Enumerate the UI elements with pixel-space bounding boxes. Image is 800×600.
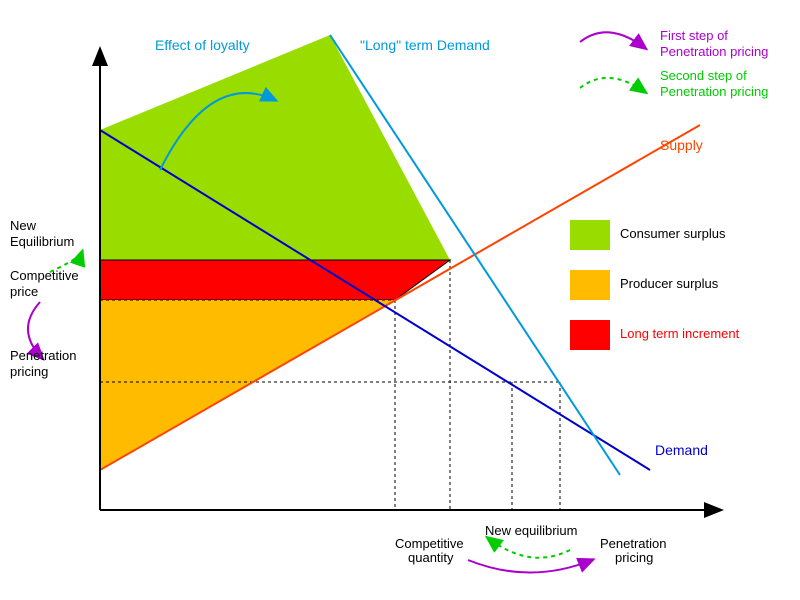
legend_ps-label: Producer surplus bbox=[620, 276, 719, 291]
pen_price_x_1-label: Penetration bbox=[600, 536, 667, 551]
supply-label: Supply bbox=[660, 137, 703, 153]
legend_lt-label: Long term increment bbox=[620, 326, 740, 341]
second_step_legend-arrow bbox=[580, 78, 645, 92]
new_eq_1-label: New bbox=[10, 218, 37, 233]
comp_price_1-label: Competitive bbox=[10, 268, 79, 283]
new_eq_2-label: Equilibrium bbox=[10, 234, 74, 249]
pen_price_y_1-label: Penetration bbox=[10, 348, 77, 363]
comp_qty_2-label: quantity bbox=[408, 550, 454, 565]
effect_of_loyalty-label: Effect of loyalty bbox=[155, 37, 250, 53]
demand-label: Demand bbox=[655, 442, 708, 458]
legend-swatch bbox=[570, 320, 610, 350]
legend-swatch bbox=[570, 220, 610, 250]
long_term_increment-region bbox=[100, 260, 450, 300]
legend_cs-label: Consumer surplus bbox=[620, 226, 726, 241]
x_first-arrow bbox=[468, 560, 592, 573]
comp_price_2-label: price bbox=[10, 284, 38, 299]
long_term_demand-label: "Long" term Demand bbox=[360, 37, 490, 53]
second_step_2-label: Penetration pricing bbox=[660, 84, 768, 99]
first_step_legend-arrow bbox=[580, 32, 645, 48]
new_eq_x-label: New equilibrium bbox=[485, 523, 577, 538]
pen_price_x_2-label: pricing bbox=[615, 550, 653, 565]
first_step_2-label: Penetration pricing bbox=[660, 44, 768, 59]
pen_price_y_2-label: pricing bbox=[10, 364, 48, 379]
x_second-arrow bbox=[488, 538, 570, 558]
economics-diagram: Effect of loyalty "Long" term Demand First… bbox=[0, 0, 800, 600]
second_step_1-label: Second step of bbox=[660, 68, 747, 83]
consumer_surplus-region bbox=[100, 35, 450, 260]
comp_qty_1-label: Competitive bbox=[395, 536, 464, 551]
first_step_1-label: First step of bbox=[660, 28, 728, 43]
legend-swatch bbox=[570, 270, 610, 300]
